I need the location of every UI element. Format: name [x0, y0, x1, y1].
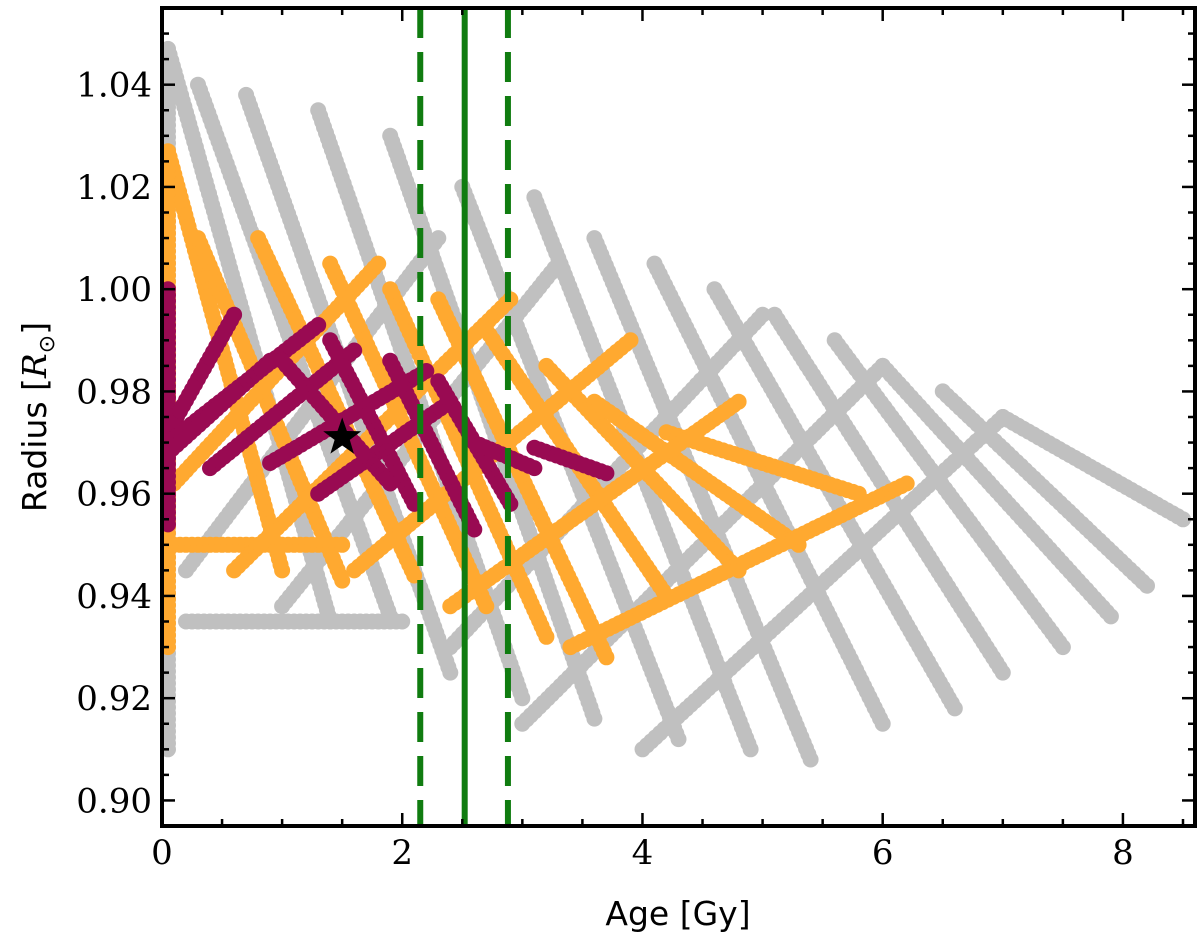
data-point [466, 521, 483, 538]
data-point [430, 230, 447, 247]
data-point [598, 465, 615, 482]
data-point [730, 393, 747, 410]
data-point [526, 460, 543, 477]
data-point [538, 628, 555, 645]
data-points-layer [162, 40, 1191, 768]
age-constraint-lines [417, 8, 511, 826]
data-point [226, 306, 243, 323]
best-fit-layer [323, 417, 362, 454]
x-axis-label: Age [Gy] [605, 894, 750, 933]
y-tick-label: 1.04 [76, 66, 152, 106]
data-point [274, 562, 291, 579]
data-point [598, 649, 615, 666]
data-point [370, 255, 387, 272]
data-point [346, 342, 363, 359]
data-point [550, 255, 567, 272]
data-point [442, 664, 459, 681]
y-tick-label: 0.96 [76, 475, 152, 515]
data-point [394, 613, 411, 630]
data-point [310, 317, 327, 333]
data-point [1175, 511, 1191, 528]
data-point [874, 715, 891, 732]
data-point [586, 710, 603, 727]
data-point [406, 567, 423, 584]
data-point [478, 598, 495, 615]
plot-frame [160, 6, 1197, 828]
y-tick-label: 0.94 [76, 577, 152, 617]
x-tick-label: 2 [391, 833, 413, 873]
data-point [1139, 577, 1155, 594]
data-point [1102, 608, 1119, 625]
data-point [670, 731, 687, 748]
data-point [994, 409, 1011, 425]
data-point [1054, 639, 1071, 656]
best-fit-star-icon [323, 417, 362, 454]
data-point [802, 751, 819, 768]
data-point [622, 332, 639, 349]
x-tick-label: 8 [1112, 833, 1134, 873]
data-point [754, 306, 771, 323]
data-point [514, 690, 531, 707]
x-tick-label: 6 [872, 833, 894, 873]
data-point [994, 664, 1011, 681]
series-2 [162, 281, 615, 538]
data-point [334, 572, 351, 589]
y-tick-label: 1.02 [76, 168, 152, 208]
data-point [262, 352, 279, 369]
x-tick-label: 4 [632, 833, 654, 873]
data-point [334, 536, 351, 553]
data-point [382, 475, 399, 492]
data-point [898, 475, 915, 492]
y-tick-label: 0.98 [76, 372, 152, 412]
y-tick-label: 0.92 [76, 679, 152, 719]
y-tick-label: 0.90 [76, 781, 152, 821]
y-tick-label: 1.00 [76, 270, 152, 310]
data-point [742, 741, 759, 758]
x-tick-label: 0 [151, 833, 173, 873]
y-axis-label: Radius [R⊙] [15, 322, 60, 512]
data-point [874, 357, 891, 374]
tick-labels: 0 2 4 6 8 0.90 0.92 0.94 0.96 0.98 1.00 1.02 1.04 [76, 66, 1133, 873]
data-point [946, 700, 963, 717]
